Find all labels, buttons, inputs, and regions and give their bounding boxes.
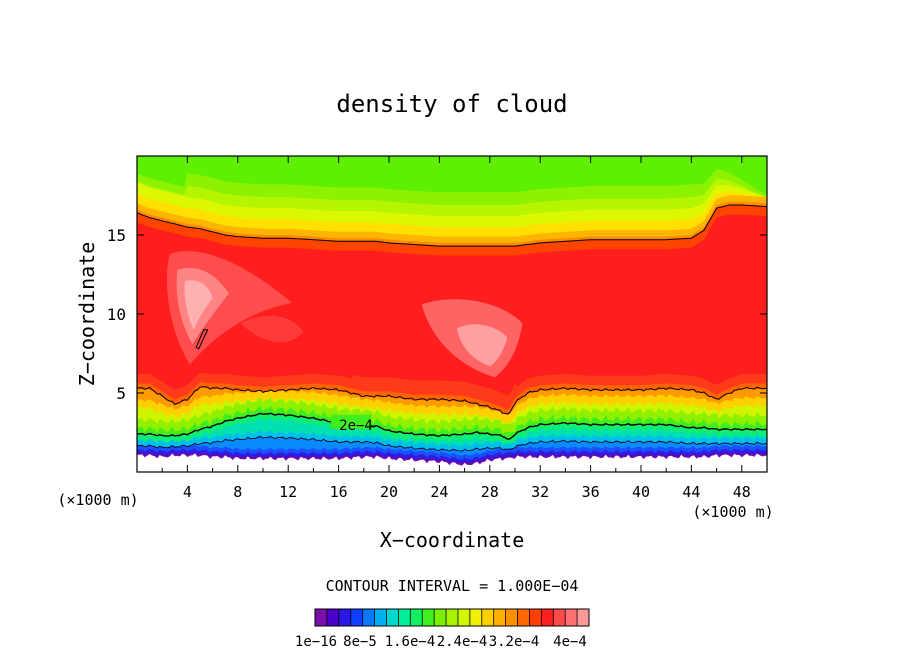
y-axis-ticks: 5 10 15 (107, 226, 767, 403)
y-tick-label: 15 (107, 226, 126, 245)
colorbar-swatch (362, 609, 375, 626)
contour-interval-text: CONTOUR INTERVAL = 1.000E−04 (326, 577, 579, 595)
colorbar-swatch (541, 609, 554, 626)
x-unit-right: (×1000 m) (692, 503, 773, 521)
plot-area (137, 156, 767, 472)
x-tick-label: 44 (682, 483, 700, 501)
colorbar-label: 1.6e−4 (385, 634, 436, 650)
colorbar-swatch (338, 609, 352, 626)
x-axis-label: X−coordinate (380, 528, 525, 552)
colorbar (314, 608, 590, 627)
colorbar-swatch (565, 609, 578, 626)
x-tick-label: 8 (233, 483, 242, 501)
small-closed-contour (195, 329, 209, 350)
colorbar-swatch (469, 609, 483, 626)
contour-lower (137, 436, 767, 452)
x-tick-label: 20 (380, 483, 398, 501)
colorbar-swatch (517, 609, 530, 626)
colorbar-frame (314, 608, 590, 627)
colorbar-swatch (529, 609, 542, 626)
colorbar-swatch (481, 609, 495, 626)
contour-mid (137, 386, 767, 415)
x-tick-label: 4 (183, 483, 192, 501)
colorbar-label: 4e−4 (553, 634, 587, 650)
contour-label: 2e−4 (339, 418, 373, 434)
colorbar-swatch (553, 609, 566, 626)
colorbar-swatch (493, 609, 507, 626)
chart-title: density of cloud (336, 90, 567, 118)
colorbar-swatch (446, 609, 459, 626)
colorbar-swatch (326, 609, 340, 626)
colorbar-label: 1e−16 (295, 634, 337, 650)
colorbar-swatch (315, 609, 328, 626)
colorbar-swatch (350, 609, 364, 626)
field-below-ground (137, 453, 767, 472)
y-tick-label: 10 (107, 305, 126, 324)
y-axis-label: Z−coordinate (75, 242, 99, 387)
contour-lines (137, 204, 767, 452)
x-tick-label: 36 (582, 483, 600, 501)
colorbar-swatch (434, 609, 447, 626)
colorbar-label: 3.2e−4 (489, 634, 540, 650)
contour-top (137, 204, 767, 247)
x-tick-label: 28 (481, 483, 499, 501)
x-tick-label: 16 (330, 483, 348, 501)
colorbar-swatch (398, 609, 411, 626)
contour-label-gap (331, 414, 372, 429)
colorbar-label: 8e−5 (343, 634, 377, 650)
colorbar-swatch (422, 609, 435, 626)
x-unit-left: (×1000 m) (57, 491, 138, 509)
x-tick-label: 12 (279, 483, 297, 501)
density-field (137, 156, 767, 472)
colorbar-swatch (457, 609, 471, 626)
colorbar-swatch (386, 609, 399, 626)
colorbar-labels: 1e−16 8e−5 1.6e−4 2.4e−4 3.2e−4 4e−4 (295, 634, 587, 650)
x-axis-ticks: 4 8 12 16 20 24 28 32 36 40 44 48 (161, 156, 751, 501)
x-tick-label: 24 (430, 483, 448, 501)
colorbar-swatch (577, 609, 590, 626)
colorbar-swatch (505, 609, 518, 626)
field-cell (457, 324, 508, 367)
colorbar-swatch (410, 609, 423, 626)
x-tick-label: 48 (733, 483, 751, 501)
field-cell (240, 315, 304, 343)
x-tick-label: 32 (531, 483, 549, 501)
y-tick-label: 5 (116, 384, 126, 403)
colorbar-swatch (374, 609, 387, 626)
contour-2e-4 (137, 412, 767, 440)
field-cell (184, 280, 213, 330)
x-tick-label: 40 (632, 483, 650, 501)
colorbar-label: 2.4e−4 (437, 634, 488, 650)
